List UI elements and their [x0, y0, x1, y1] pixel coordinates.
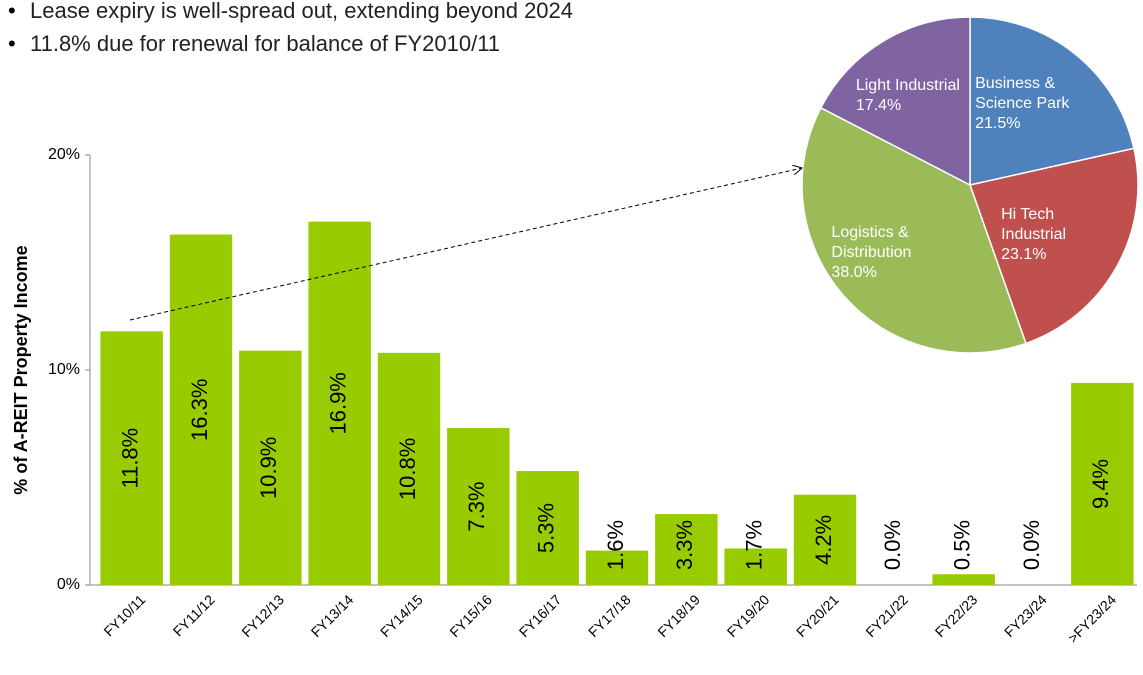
pie-slice — [969, 16, 1135, 186]
x-tick-label: FY11/12 — [170, 591, 218, 639]
pie-slice — [969, 147, 1139, 345]
x-tick-label: FY12/13 — [238, 591, 287, 640]
x-tick-label: FY21/22 — [862, 591, 911, 640]
pie-label: Hi Tech Industrial 23.1% — [1001, 205, 1121, 265]
y-tick-label: 20% — [48, 146, 80, 163]
x-tick-label: FY15/16 — [446, 591, 495, 640]
x-tick-label: FY17/18 — [585, 591, 634, 640]
bar — [585, 550, 649, 585]
slice-name: Hi Tech Industrial — [1001, 206, 1067, 244]
bullet-mark: • — [8, 31, 16, 56]
slice-name: Business & Science Park — [975, 74, 1070, 112]
pie-label: Logistics & Distribution 38.0% — [831, 223, 951, 283]
data-label: 1.6% — [603, 520, 628, 570]
pie-slice — [819, 16, 971, 187]
data-label: 11.8% — [117, 428, 142, 489]
slice-value: 21.5% — [975, 114, 1021, 132]
bar — [169, 234, 233, 586]
bar — [724, 548, 787, 585]
x-tick-label: FY19/20 — [724, 591, 773, 640]
x-tick-label: FY16/17 — [516, 591, 565, 640]
slice-value: 23.1% — [1001, 246, 1047, 264]
x-tick-label: FY14/15 — [377, 591, 426, 640]
data-label: 7.3% — [464, 481, 489, 531]
slice-value: 17.4% — [855, 97, 902, 115]
bar — [239, 350, 302, 585]
data-label: 10.8% — [395, 438, 420, 500]
bar — [100, 331, 163, 585]
slice-name: Light Industrial — [855, 77, 960, 95]
bar — [377, 352, 441, 585]
bullet: Lease expiry is well-spread out, extendi… — [30, 0, 573, 23]
data-label: 0.0% — [880, 520, 905, 570]
x-tick-label: >FY23/24 — [1065, 591, 1120, 646]
y-axis-label: % of A-REIT Property Income — [11, 245, 31, 494]
x-tick-label: FY10/11 — [100, 591, 148, 639]
x-tick-label: FY23/24 — [1001, 591, 1050, 640]
y-tick-label: 0% — [57, 576, 80, 593]
bar — [516, 471, 579, 585]
data-label: 5.3% — [533, 503, 558, 553]
slice-value: 38.0% — [831, 264, 877, 282]
x-tick-label: FY20/21 — [793, 591, 842, 640]
bar — [655, 514, 718, 585]
data-label: 16.3% — [187, 379, 212, 441]
pie-label: Business & Science Park 21.5% — [975, 74, 1095, 134]
x-tick-label: FY22/23 — [932, 591, 981, 640]
y-tick-label: 10% — [48, 361, 80, 378]
data-label: 10.9% — [256, 437, 281, 499]
data-label: 1.7% — [741, 520, 766, 570]
bar — [447, 428, 510, 585]
data-label: 0.5% — [949, 520, 974, 570]
x-tick-label: FY13/14 — [308, 591, 357, 640]
data-label: 9.4% — [1088, 459, 1113, 509]
bullet: 11.8% due for renewal for balance of FY2… — [30, 31, 500, 56]
arrow — [129, 168, 802, 321]
bar — [1071, 382, 1134, 585]
data-label: 16.9% — [325, 372, 350, 434]
data-label: 0.0% — [1019, 520, 1044, 570]
data-label: 4.2% — [811, 515, 836, 565]
x-tick-label: FY18/19 — [654, 591, 703, 640]
bullet-mark: • — [8, 0, 16, 23]
bar — [793, 494, 857, 585]
bar — [308, 221, 371, 585]
pie-label: Light Industrial 17.4% — [856, 76, 976, 116]
data-label: 3.3% — [672, 520, 697, 570]
pie-slice — [801, 106, 1027, 354]
slice-name: Logistics & Distribution — [831, 224, 912, 262]
bar — [932, 574, 995, 585]
